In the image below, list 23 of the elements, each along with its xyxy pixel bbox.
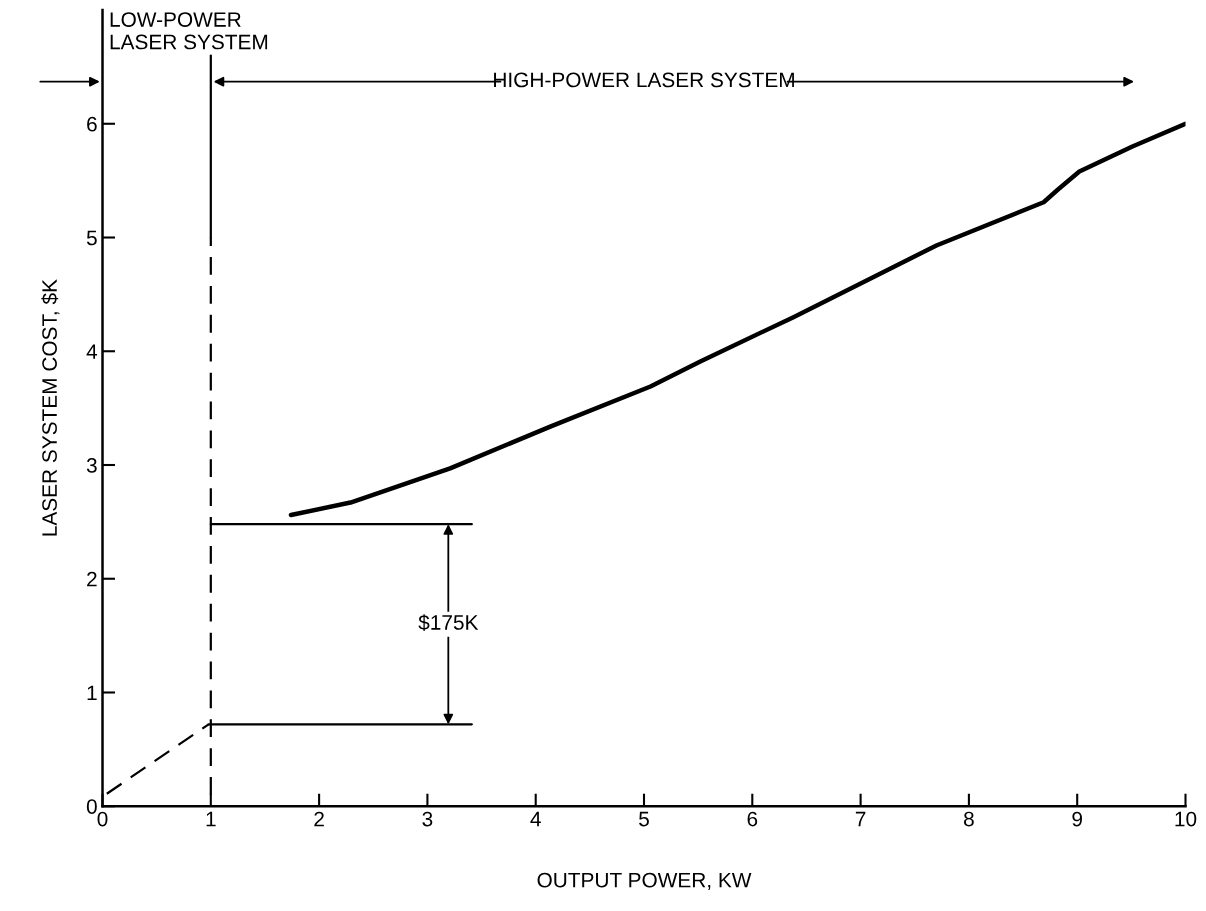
x-tick-label: 9	[1072, 811, 1083, 827]
annotation: LOW-POWER LASER SYSTEM	[110, 12, 268, 50]
annotation: $175K	[418, 614, 479, 632]
x-tick-label: 1	[206, 811, 216, 827]
x-tick-label: 8	[964, 811, 974, 827]
y-tick-label: 0	[86, 799, 97, 814]
y-axis-title: LASER SYSTEM COST, $K	[41, 279, 60, 536]
x-tick-label: 3	[422, 811, 433, 827]
y-tick-label: 5	[86, 230, 97, 246]
x-tick-label: 0	[97, 811, 108, 827]
y-tick-label: 3	[86, 458, 97, 473]
x-tick-label: 2	[314, 811, 324, 827]
y-tick-label: 1	[87, 685, 97, 701]
x-tick-label: 4	[530, 811, 541, 827]
y-tick-label: 2	[87, 571, 97, 587]
x-tick-label: 6	[747, 811, 758, 827]
x-tick-label: 5	[639, 811, 649, 827]
annotation: HIGH-POWER LASER SYSTEM	[494, 72, 794, 88]
x-axis-title: OUTPUT POWER, KW	[537, 872, 752, 890]
x-tick-label: 10	[1175, 811, 1197, 827]
y-tick-label: 6	[87, 116, 97, 132]
y-tick-label: 4	[86, 344, 98, 359]
x-tick-label: 7	[855, 811, 866, 827]
